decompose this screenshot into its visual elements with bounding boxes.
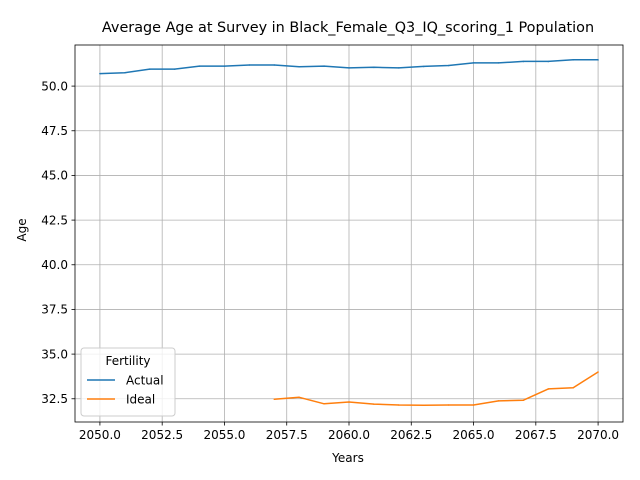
x-tick-label: 2050.0 [79,428,121,442]
data-point-ideal [398,404,400,406]
series-layer [99,59,599,406]
x-tick-label: 2057.5 [266,428,308,442]
data-point-actual [373,66,375,69]
data-point-actual [273,64,276,66]
legend-label-actual: Actual [126,373,164,387]
x-axis: 2050.0 2052.5 2055.0 2057.5 2060.0 2062.5 2065… [79,422,619,442]
data-point-actual [323,65,325,67]
data-point-actual [572,59,574,61]
y-tick-label: 50.0 [41,79,68,93]
data-point-ideal [597,371,599,373]
data-point-actual [522,60,525,63]
y-tick-label: 35.0 [41,347,68,361]
y-tick-label: 47.5 [41,124,68,138]
y-tick-label: 40.0 [41,258,68,272]
grid [75,45,623,422]
x-tick-label: 2062.5 [390,428,432,442]
data-point-actual [99,72,101,75]
data-point-actual [348,67,350,69]
data-point-actual [422,65,425,68]
legend-title: Fertility [105,354,150,368]
data-point-actual [497,62,500,64]
data-point-actual [447,64,450,67]
data-point-ideal [323,403,325,405]
y-tick-label: 45.0 [41,169,68,183]
data-point-ideal [447,404,450,406]
data-point-actual [173,68,176,70]
legend: Fertility Actual Ideal [80,347,176,417]
x-tick-label: 2055.0 [203,428,245,442]
series-line-ideal [274,371,599,406]
data-point-actual [223,65,226,67]
data-point-ideal [472,404,475,406]
data-point-actual [198,65,201,67]
x-tick-label: 2070.0 [577,428,619,442]
data-point-ideal [298,396,300,399]
data-point-ideal [422,404,425,406]
data-point-actual [597,59,599,61]
data-point-actual [148,68,151,70]
data-point-actual [298,66,300,68]
data-point-ideal [572,386,574,389]
x-axis-label: Years [331,451,364,465]
y-tick-label: 37.5 [41,303,68,317]
data-point-ideal [348,401,350,403]
data-point-actual [547,60,550,63]
data-point-actual [398,67,400,69]
x-tick-label: 2065.0 [453,428,495,442]
x-tick-label: 2067.5 [515,428,557,442]
data-point-ideal [547,388,550,390]
data-point-ideal [273,398,276,401]
x-tick-label: 2060.0 [328,428,370,442]
chart-title: Average Age at Survey in Black_Female_Q3… [102,20,594,36]
data-point-ideal [497,400,500,402]
data-point-actual [124,71,126,74]
y-tick-label: 32.5 [41,392,68,406]
data-point-actual [248,64,251,66]
data-point-ideal [522,399,525,401]
y-axis-label: Age [15,218,29,241]
y-tick-label: 42.5 [41,213,68,227]
y-axis: 32.5 35.0 37.5 40.0 42.5 45.0 47.5 50.0 [41,79,75,406]
x-tick-label: 2052.5 [141,428,183,442]
data-point-actual [472,62,475,64]
data-point-ideal [373,403,375,405]
legend-label-ideal: Ideal [126,392,155,406]
